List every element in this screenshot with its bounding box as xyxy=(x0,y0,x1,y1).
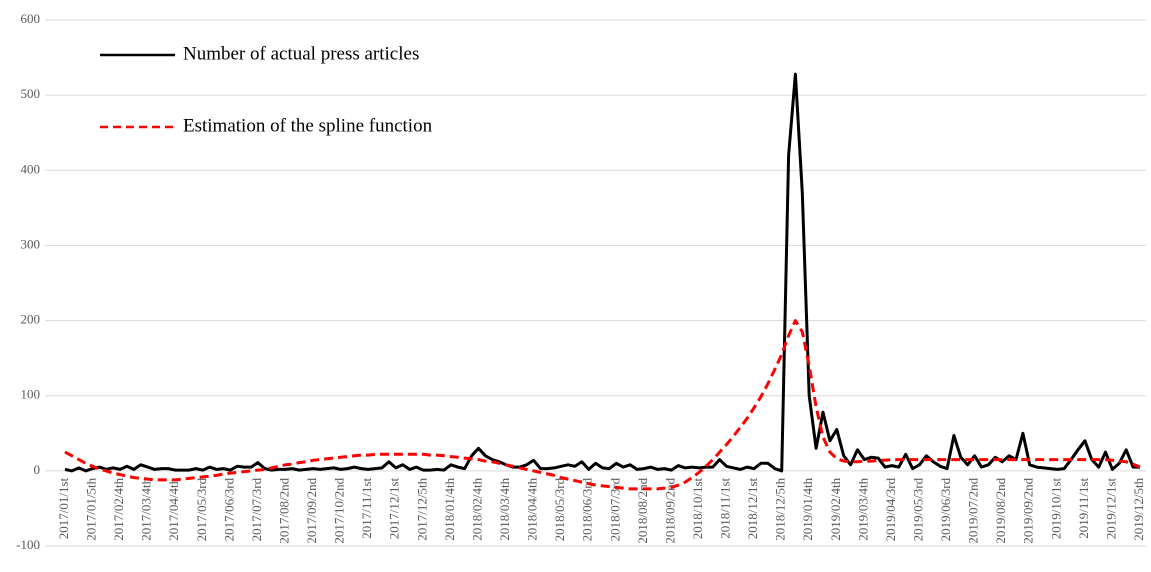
y-tick-label: 600 xyxy=(21,11,41,26)
y-tick-label: 400 xyxy=(21,161,41,176)
x-tick-label: 2018/10/1st xyxy=(690,477,705,539)
x-tick-label: 2018/07/3rd xyxy=(607,477,622,541)
x-tick-label: 2018/02/4th xyxy=(469,477,484,540)
x-tick-label: 2018/05/3rd xyxy=(552,477,567,541)
x-tick-label: 2019/10/1st xyxy=(1048,477,1063,539)
y-tick-label: 500 xyxy=(21,86,41,101)
x-tick-label: 2017/04/4th xyxy=(166,477,181,540)
x-tick-label: 2018/12/1st xyxy=(745,477,760,539)
x-tick-label: 2017/02/4th xyxy=(111,477,126,540)
x-tick-label: 2019/03/4th xyxy=(855,477,870,540)
x-tick-label: 2017/01/5th xyxy=(84,477,99,540)
x-tick-label: 2018/11/1st xyxy=(718,477,733,538)
x-tick-label: 2017/01/1st xyxy=(56,477,71,539)
x-tick-label: 2017/06/3rd xyxy=(221,477,236,541)
x-tick-label: 2019/07/2nd xyxy=(966,477,981,543)
x-tick-label: 2017/11/1st xyxy=(359,477,374,538)
x-tick-label: 2017/08/2nd xyxy=(276,477,291,543)
y-tick-label: 300 xyxy=(21,236,41,251)
x-tick-label: 2019/11/1st xyxy=(1076,477,1091,538)
x-tick-label: 2017/09/2nd xyxy=(304,477,319,543)
x-tick-label: 2017/05/3rd xyxy=(194,477,209,541)
x-tick-label: 2019/06/3rd xyxy=(938,477,953,541)
x-tick-label: 2017/03/4th xyxy=(139,477,154,540)
x-tick-label: 2019/05/3rd xyxy=(910,477,925,541)
x-tick-label: 2019/08/2nd xyxy=(993,477,1008,543)
legend-label: Number of actual press articles xyxy=(183,43,419,64)
y-tick-label: -100 xyxy=(16,537,40,552)
x-tick-label: 2017/10/2nd xyxy=(332,477,347,543)
y-tick-label: 0 xyxy=(34,462,41,477)
x-tick-label: 2018/12/5th xyxy=(773,477,788,540)
x-tick-label: 2019/09/2nd xyxy=(1021,477,1036,543)
series-line xyxy=(64,72,1140,473)
x-tick-label: 2019/12/1st xyxy=(1103,477,1118,539)
x-tick-label: 2018/03/4th xyxy=(497,477,512,540)
x-tick-label: 2017/12/5th xyxy=(414,477,429,540)
x-tick-label: 2018/06/3rd xyxy=(580,477,595,541)
x-tick-label: 2018/08/2nd xyxy=(635,477,650,543)
x-tick-label: 2019/01/4th xyxy=(800,477,815,540)
series-line xyxy=(64,319,1141,491)
x-tick-label: 2019/02/4th xyxy=(828,477,843,540)
x-tick-label: 2018/09/2nd xyxy=(662,477,677,543)
x-tick-label: 2019/12/5th xyxy=(1131,477,1146,540)
x-tick-label: 2017/12/1st xyxy=(387,477,402,539)
x-tick-label: 2017/07/3rd xyxy=(249,477,264,541)
x-tick-label: 2019/04/3rd xyxy=(883,477,898,541)
y-tick-label: 200 xyxy=(21,312,41,327)
x-tick-label: 2018/04/4th xyxy=(525,477,540,540)
y-tick-label: 100 xyxy=(21,387,41,402)
legend-label: Estimation of the spline function xyxy=(183,115,433,136)
x-tick-label: 2018/01/4th xyxy=(442,477,457,540)
